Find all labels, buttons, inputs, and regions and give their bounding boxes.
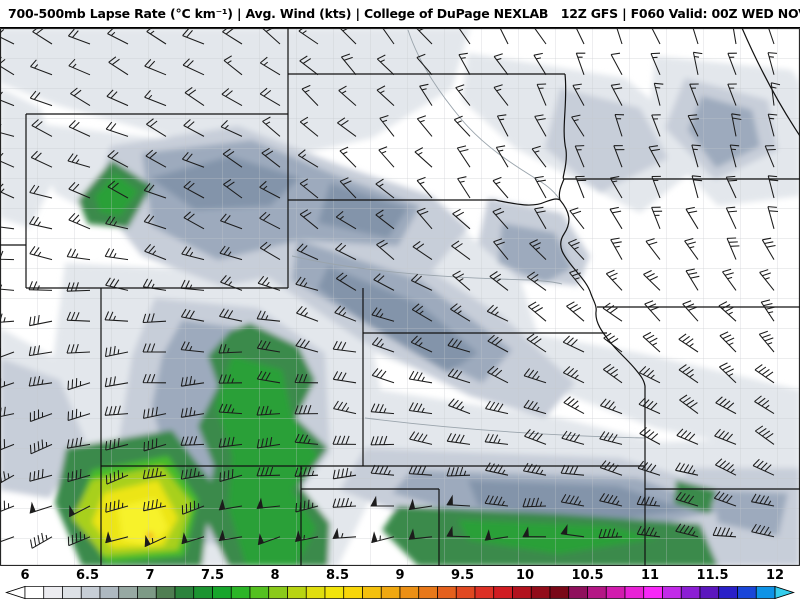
colorbar-tick: 9 xyxy=(395,568,405,583)
colorbar-tick: 11 xyxy=(640,568,660,583)
colorbar-tick: 10 xyxy=(515,568,535,583)
colorbar-tick: 7.5 xyxy=(200,568,225,583)
weather-map-svg xyxy=(0,28,800,566)
wind-barbs xyxy=(0,28,781,549)
colorbar-tick: 6 xyxy=(20,568,30,583)
colorbar-tick: 7 xyxy=(145,568,155,583)
colorbar-tick: 12 xyxy=(765,568,785,583)
colorbar-legend: 6 6.5 7 7.5 8 8.5 9 9.5 10 10.5 11 11.5 12 xyxy=(0,566,800,600)
colorbar-tick-labels: 6 6.5 7 7.5 8 8.5 9 9.5 10 10.5 11 11.5 12 xyxy=(0,566,800,585)
map-area[interactable] xyxy=(0,27,800,566)
colorbar-tick: 8 xyxy=(270,568,280,583)
title-bar: 700-500mb Lapse Rate (°C km⁻¹) | Avg. Wi… xyxy=(0,0,800,27)
colorbar-tick: 6.5 xyxy=(75,568,100,583)
colorbar-tick: 8.5 xyxy=(325,568,350,583)
colorbar-tick: 9.5 xyxy=(450,568,475,583)
colorbar-tick: 11.5 xyxy=(696,568,729,583)
colorbar-tick: 10.5 xyxy=(571,568,604,583)
map-title: 700-500mb Lapse Rate (°C km⁻¹) | Avg. Wi… xyxy=(8,6,800,21)
county-lines xyxy=(0,28,800,566)
state-borders xyxy=(0,28,800,566)
colorbar xyxy=(5,585,795,600)
